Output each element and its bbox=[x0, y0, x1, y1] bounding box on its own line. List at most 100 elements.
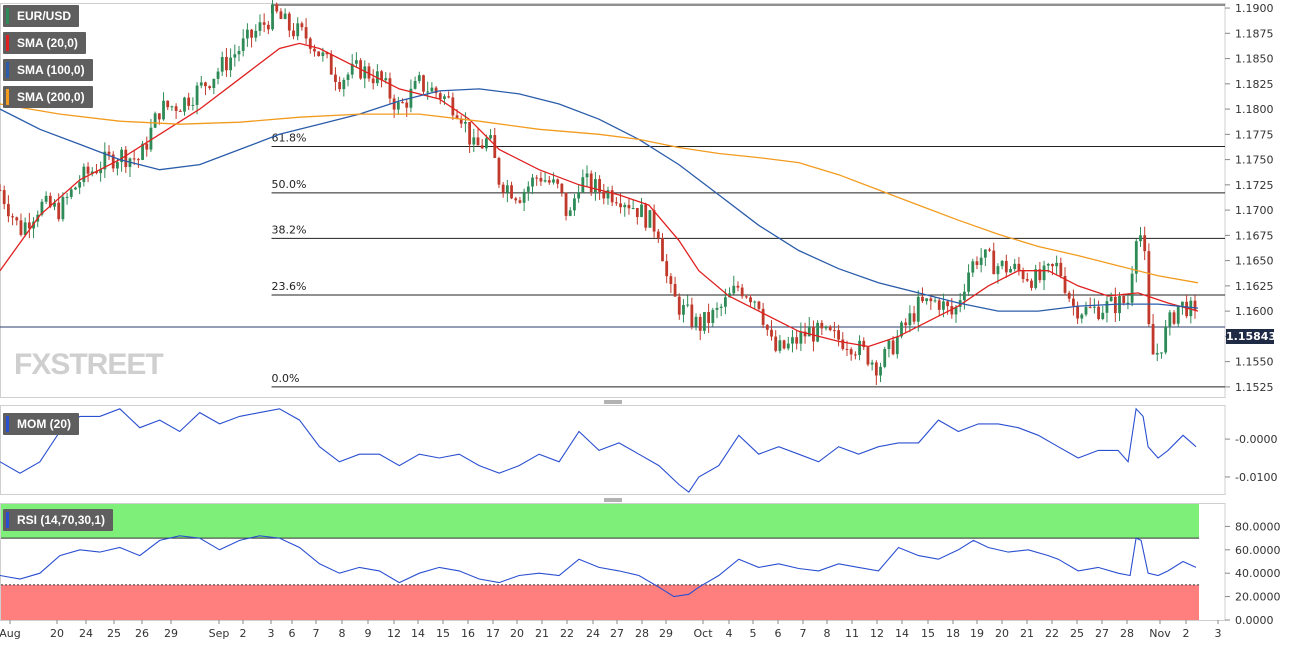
candle-bull bbox=[23, 222, 27, 235]
candle-bull bbox=[870, 362, 874, 365]
candle-bear bbox=[447, 96, 451, 98]
y-tick-label: 1.1525 bbox=[1235, 381, 1274, 394]
panel-frame-2 bbox=[0, 503, 1226, 621]
candle-bear bbox=[329, 54, 333, 75]
candle-bull bbox=[807, 326, 811, 337]
candle-bear bbox=[145, 143, 149, 150]
candle-bull bbox=[694, 316, 698, 327]
candle-bear bbox=[111, 154, 115, 169]
candle-bull bbox=[78, 182, 82, 188]
candle-bull bbox=[417, 75, 421, 82]
candle-bear bbox=[1151, 324, 1155, 355]
candle-bear bbox=[661, 238, 664, 262]
candle-bear bbox=[1004, 260, 1008, 273]
candle-bull bbox=[1155, 352, 1159, 355]
candle-bull bbox=[531, 177, 534, 187]
candle-bull bbox=[258, 22, 262, 31]
candle-bull bbox=[723, 297, 727, 307]
x-tick-label: 7 bbox=[800, 627, 807, 640]
candle-bear bbox=[124, 149, 128, 168]
candle-bear bbox=[279, 11, 283, 19]
candle-bear bbox=[476, 137, 480, 146]
candle-bear bbox=[1059, 262, 1063, 277]
candle-bear bbox=[1063, 276, 1067, 293]
fib-label: 23.6% bbox=[272, 280, 307, 293]
candle-bear bbox=[589, 173, 593, 192]
x-tick-label: 5 bbox=[750, 627, 757, 640]
y-tick-label: 1.1725 bbox=[1235, 179, 1274, 192]
fxstreet-logo: FXSTREET bbox=[14, 348, 164, 382]
candle-bull bbox=[1084, 306, 1088, 315]
x-tick-label: 12 bbox=[870, 627, 884, 640]
candle-bear bbox=[304, 27, 308, 39]
candle-bull bbox=[1189, 300, 1193, 317]
rsi-line bbox=[0, 535, 1197, 598]
candle-bull bbox=[1034, 269, 1038, 288]
candle-bull bbox=[271, 4, 274, 30]
rsi-overbought-zone bbox=[1, 504, 1199, 539]
x-tick-label: 25 bbox=[1070, 627, 1084, 640]
candle-bear bbox=[770, 329, 773, 337]
x-tick-label: 11 bbox=[845, 627, 859, 640]
candle-bull bbox=[229, 57, 233, 71]
candle-bear bbox=[1017, 263, 1021, 271]
candle-bear bbox=[652, 210, 656, 232]
candle-bull bbox=[900, 322, 903, 337]
candle-bull bbox=[631, 208, 635, 210]
candle-bear bbox=[614, 202, 618, 204]
y-tick-label: 1.1600 bbox=[1235, 305, 1274, 318]
rsi-tick-label: 80.0000 bbox=[1235, 520, 1281, 533]
candle-bull bbox=[606, 190, 610, 199]
candle-bull bbox=[191, 104, 195, 106]
candle-bull bbox=[577, 192, 581, 199]
y-tick-label: 1.1875 bbox=[1235, 27, 1274, 40]
candle-bull bbox=[430, 87, 434, 92]
legend-swatch bbox=[6, 512, 9, 528]
candle-bull bbox=[233, 54, 237, 58]
candle-bear bbox=[950, 306, 954, 315]
candle-bull bbox=[321, 52, 325, 57]
candle-bear bbox=[619, 203, 622, 208]
candle-bear bbox=[812, 326, 815, 342]
candle-bull bbox=[962, 291, 966, 301]
candle-bear bbox=[250, 29, 253, 38]
candle-bear bbox=[975, 261, 979, 265]
legend-rsi-label: RSI (14,70,30,1) bbox=[17, 513, 106, 527]
candle-bull bbox=[585, 173, 589, 178]
candle-bear bbox=[1076, 305, 1080, 319]
candle-bull bbox=[573, 198, 576, 211]
candle-bull bbox=[1000, 260, 1004, 267]
x-tick-label: 16 bbox=[461, 627, 475, 640]
candle-bear bbox=[208, 86, 212, 89]
candle-bull bbox=[342, 79, 346, 90]
x-tick-label: 21 bbox=[1020, 627, 1034, 640]
candle-bull bbox=[648, 210, 652, 228]
x-tick-label: 15 bbox=[921, 627, 935, 640]
candle-bull bbox=[162, 100, 165, 120]
candle-bear bbox=[757, 301, 761, 309]
x-tick-label: Oct bbox=[693, 627, 713, 640]
candle-bear bbox=[317, 51, 321, 57]
candle-bear bbox=[86, 166, 90, 174]
candle-bear bbox=[1097, 306, 1100, 319]
candle-bull bbox=[916, 296, 920, 322]
candle-bear bbox=[1021, 270, 1025, 280]
candle-bull bbox=[245, 29, 249, 39]
legend-swatch bbox=[6, 8, 9, 24]
sma-line-sma2000 bbox=[0, 103, 1199, 284]
y-tick-label: 1.1625 bbox=[1235, 280, 1274, 293]
candle-bear bbox=[1122, 296, 1126, 304]
candle-bear bbox=[178, 110, 182, 112]
candle-bull bbox=[1013, 263, 1017, 270]
x-tick-label: 29 bbox=[659, 627, 673, 640]
candle-bear bbox=[95, 171, 98, 174]
candle-bull bbox=[954, 306, 958, 315]
candle-bear bbox=[698, 316, 702, 331]
x-tick-label: 20 bbox=[510, 627, 524, 640]
rsi-tick-label: 20.0000 bbox=[1235, 591, 1281, 604]
candle-bull bbox=[824, 326, 828, 329]
candle-bull bbox=[858, 340, 861, 356]
candle-bear bbox=[371, 78, 375, 84]
candle-bull bbox=[1176, 305, 1180, 324]
x-tick-label: 27 bbox=[610, 627, 624, 640]
